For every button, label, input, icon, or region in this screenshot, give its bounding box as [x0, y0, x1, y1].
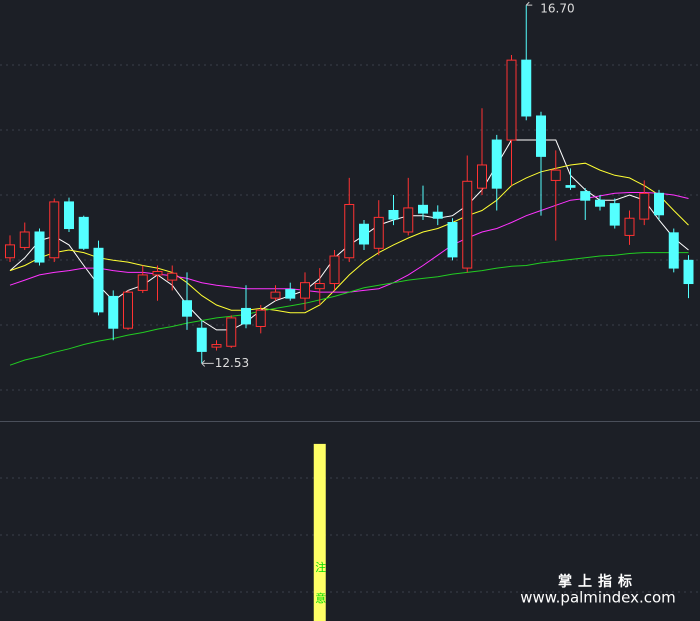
candle-body — [226, 317, 237, 347]
candle-body — [78, 216, 89, 249]
candle-body — [491, 139, 502, 189]
moving-average-line — [9, 162, 689, 314]
candle-body — [49, 201, 60, 259]
min-label: 12.53 — [215, 356, 249, 370]
candle-body — [19, 231, 30, 248]
candle-body — [595, 199, 605, 207]
candle-body — [550, 169, 561, 181]
candle-body — [329, 255, 340, 285]
candle-body — [5, 244, 15, 259]
candle-body — [285, 289, 296, 299]
candle-body — [418, 204, 428, 214]
watermark-title: 掌上指标 — [558, 573, 638, 590]
candle-body — [447, 222, 458, 258]
candle-body — [668, 232, 679, 269]
candle-body — [123, 291, 133, 329]
candle-body — [654, 192, 664, 216]
candle-body — [314, 283, 325, 290]
candle-body — [521, 59, 532, 117]
candle-body — [624, 217, 635, 236]
signal-bar — [313, 443, 326, 621]
candle-body — [373, 216, 384, 249]
candle-body — [270, 291, 281, 299]
candle-body — [388, 210, 399, 220]
signal-label: 注意 — [314, 560, 327, 621]
candle-body — [255, 309, 266, 327]
moving-average-line — [9, 252, 689, 366]
candle-body — [211, 344, 222, 348]
candle-body — [477, 164, 487, 189]
annotation-arrow — [525, 1, 533, 6]
candle-body — [241, 307, 251, 325]
candle-body — [300, 282, 310, 299]
candle-body — [536, 115, 546, 157]
candle-body — [683, 259, 694, 285]
annotation-arrow — [201, 360, 214, 367]
candle-body — [152, 271, 163, 276]
candle-body — [344, 203, 355, 259]
candle-body — [565, 185, 576, 188]
candle-body — [580, 191, 591, 201]
candle-body — [432, 211, 443, 219]
candle-body — [64, 201, 74, 230]
candle-body — [609, 203, 620, 226]
candle-body — [462, 180, 473, 269]
candle-body — [137, 274, 148, 291]
candle-body — [403, 207, 414, 233]
candle-body — [639, 192, 650, 220]
watermark-url: www.palmindex.com — [520, 589, 676, 607]
candle-body — [182, 300, 192, 317]
candle-body — [196, 327, 207, 352]
candle-body — [167, 272, 178, 281]
candle-body — [34, 231, 45, 263]
candle-body — [359, 223, 369, 245]
candle-body — [93, 247, 104, 313]
candle-body — [506, 59, 517, 141]
candle-body — [108, 295, 119, 329]
max-label: 16.70 — [540, 2, 574, 16]
